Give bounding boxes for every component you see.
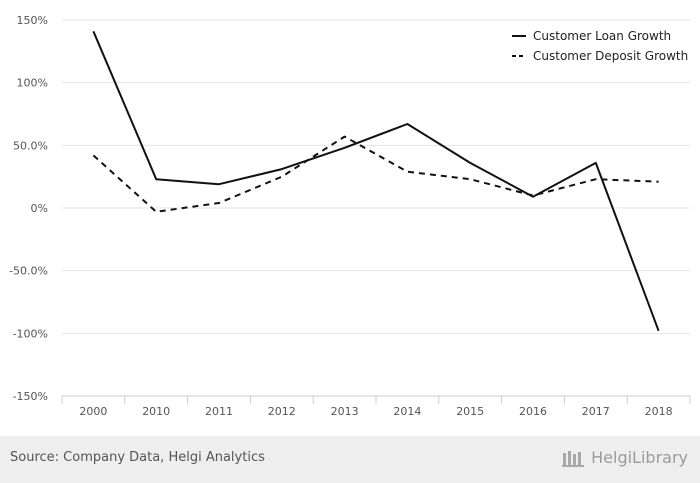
line-chart: 150% 100% 50.0% 0% -50.0% -100% -150% 2000 2010…	[9, 14, 691, 418]
x-tick-label: 2015	[456, 405, 484, 418]
brand-logo: HelgiLibrary	[562, 448, 688, 467]
y-tick-label: 100%	[17, 77, 48, 90]
y-tick-label: -100%	[13, 327, 48, 340]
footer-bar	[0, 436, 700, 483]
legend-label: Customer Loan Growth	[533, 29, 671, 43]
brand-name: HelgiLibrary	[591, 448, 688, 467]
y-tick-label: 50.0%	[13, 139, 48, 152]
x-tick-label: 2011	[205, 405, 233, 418]
grid-lines	[62, 19, 690, 397]
legend-label: Customer Deposit Growth	[533, 49, 688, 63]
y-tick-label: 0%	[31, 202, 48, 215]
legend: Customer Loan Growth Customer Deposit Gro…	[512, 29, 688, 63]
y-tick-label: 150%	[17, 14, 48, 27]
library-icon	[562, 450, 585, 467]
series-line-loan-growth	[92, 30, 660, 332]
y-tick-label: -50.0%	[9, 265, 48, 278]
series-line-deposit-growth	[92, 135, 659, 213]
x-tick-label: 2013	[331, 405, 359, 418]
x-tick-label: 2016	[519, 405, 547, 418]
y-axis: 150% 100% 50.0% 0% -50.0% -100% -150%	[9, 14, 48, 403]
source-note: Source: Company Data, Helgi Analytics	[10, 450, 265, 465]
y-tick-label: -150%	[13, 390, 48, 403]
x-tick-label: 2017	[582, 405, 610, 418]
x-tick-label: 2010	[142, 405, 170, 418]
series-lines	[92, 30, 660, 332]
x-tick-label: 2000	[79, 405, 107, 418]
x-tick-label: 2012	[268, 405, 296, 418]
x-axis: 2000 2010 2011 2012 2013 2014 2015 2016 2017 2018	[61, 395, 691, 418]
x-tick-label: 2014	[393, 405, 421, 418]
x-tick-label: 2018	[645, 405, 673, 418]
